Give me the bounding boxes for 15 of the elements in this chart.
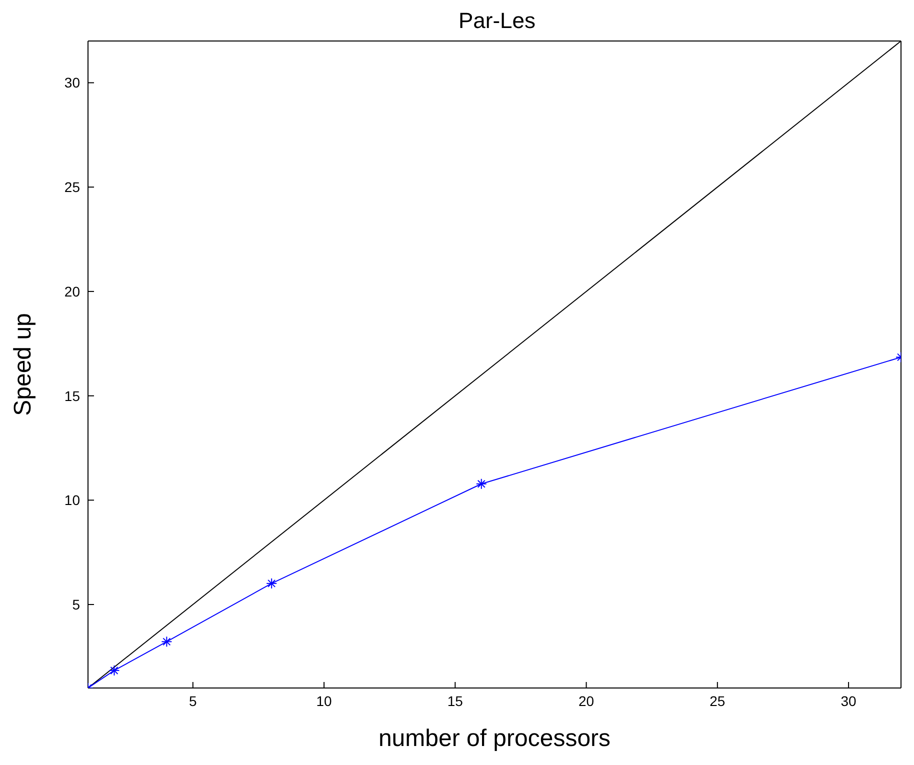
x-tick-label: 15 (447, 692, 464, 709)
x-tick-label: 5 (189, 692, 198, 709)
y-tick-label: 10 (64, 492, 80, 508)
x-axis-title: number of processors (378, 725, 611, 752)
x-tick-label: 25 (710, 692, 726, 709)
y-tick-label: 20 (64, 283, 80, 300)
y-tick-label: 5 (72, 596, 80, 612)
x-tick-label: 10 (316, 692, 332, 709)
x-tick-label: 20 (578, 692, 594, 709)
y-tick-label: 30 (64, 74, 80, 91)
chart-title: Par-Les (457, 8, 537, 35)
y-tick-label: 15 (64, 388, 80, 404)
y-axis-title: Speed up (10, 313, 37, 416)
x-tick-label: 30 (840, 692, 857, 709)
y-tick-label: 25 (64, 179, 80, 196)
